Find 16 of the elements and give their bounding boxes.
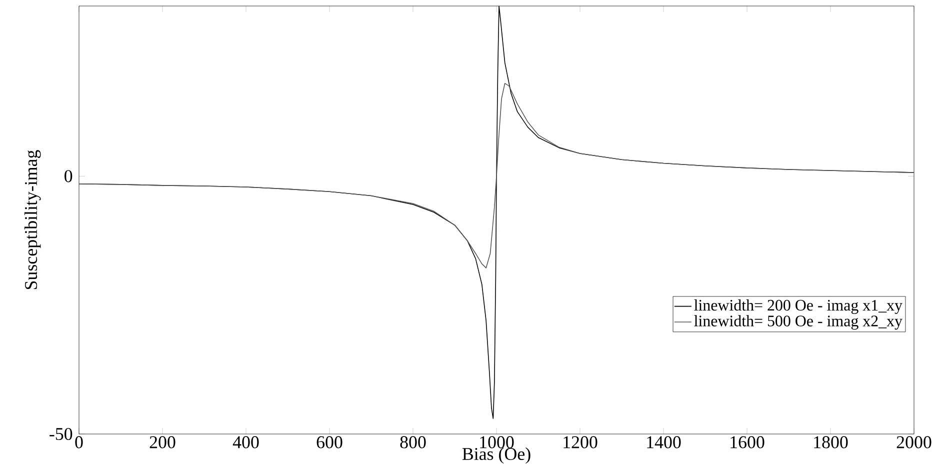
x-tick-label: 1000 xyxy=(480,436,514,448)
x-axis-title: Bias (Oe) xyxy=(462,447,530,464)
x-tick-label: 200 xyxy=(150,436,176,448)
legend-label: linewidth= 200 Oe - imag x1_xy xyxy=(694,299,902,314)
x-tick-label: 800 xyxy=(400,436,426,448)
x-tick-label: 1400 xyxy=(647,436,681,448)
x-tick-label: 2000 xyxy=(896,436,932,448)
x-tick-label: 1800 xyxy=(814,436,848,448)
x-tick-label: 600 xyxy=(316,436,342,448)
x-tick-label: 1200 xyxy=(564,436,598,448)
y-tick-label: -50 xyxy=(50,428,72,440)
x-tick-label: 0 xyxy=(75,436,83,448)
x-tick-label: 400 xyxy=(232,436,259,448)
legend-label: linewidth= 500 Oe - imag x2_xy xyxy=(694,315,902,330)
y-axis-title: Susceptibility-imag xyxy=(24,150,41,290)
x-tick-label: 1600 xyxy=(730,436,764,448)
